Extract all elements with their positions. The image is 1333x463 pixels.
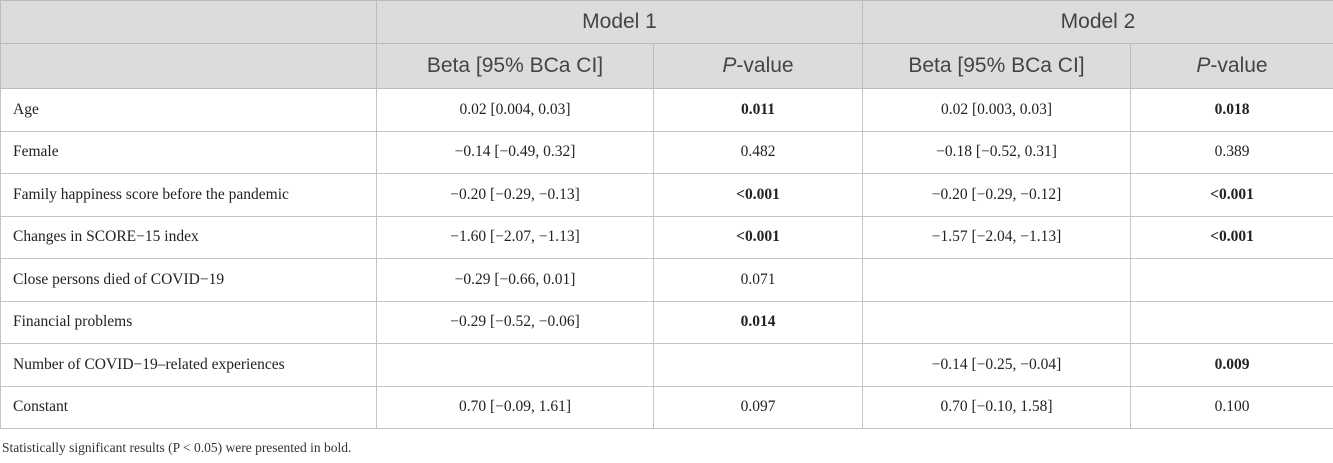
model-2-p-cell: <0.001 (1130, 173, 1333, 217)
model-2-p-cell (1130, 258, 1333, 302)
p-letter: P (722, 54, 737, 77)
model-1-p-cell: 0.011 (653, 88, 863, 132)
row-label: Age (0, 88, 377, 132)
model-1-beta-cell: −0.14 [−0.49, 0.32] (376, 130, 654, 174)
model-2-p-cell: 0.009 (1130, 343, 1333, 387)
model-1-p-cell: 0.482 (653, 130, 863, 174)
table-row: Financial problems −0.29 [−0.52, −0.06] 0.… (0, 300, 1333, 344)
model-2-header: Model 2 (862, 0, 1333, 44)
model-2-beta-header: Beta [95% BCa CI] (862, 43, 1131, 89)
table-row: Number of COVID−19–related experiences −0… (0, 343, 1333, 387)
model-2-p-cell: 0.389 (1130, 130, 1333, 174)
model-2-beta-cell: −1.57 [−2.04, −1.13] (862, 215, 1131, 259)
model-2-p-cell (1130, 300, 1333, 344)
model-2-beta-cell: −0.20 [−0.29, −0.12] (862, 173, 1131, 217)
table-row: Changes in SCORE−15 index −1.60 [−2.07, −… (0, 215, 1333, 259)
model-1-beta-cell: −0.29 [−0.52, −0.06] (376, 300, 654, 344)
model-1-beta-cell: −1.60 [−2.07, −1.13] (376, 215, 654, 259)
row-label: Family happiness score before the pandem… (0, 173, 377, 217)
empty-variable-header (0, 43, 377, 89)
model-1-p-cell: 0.014 (653, 300, 863, 344)
p-suffix: -value (736, 54, 794, 77)
model-1-p-cell (653, 343, 863, 387)
table-footnote: Statistically significant results (P < 0… (2, 440, 352, 455)
model-1-beta-cell: 0.02 [0.004, 0.03] (376, 88, 654, 132)
table-row: Constant 0.70 [−0.09, 1.61] 0.097 0.70 [−0.… (0, 385, 1333, 429)
row-label: Female (0, 130, 377, 174)
model-2-beta-cell: −0.18 [−0.52, 0.31] (862, 130, 1131, 174)
model-2-beta-cell (862, 300, 1131, 344)
model-1-p-cell: <0.001 (653, 215, 863, 259)
model-2-beta-cell (862, 258, 1131, 302)
row-label: Changes in SCORE−15 index (0, 215, 377, 259)
table-row: Female −0.14 [−0.49, 0.32] 0.482 −0.18 [−0.… (0, 130, 1333, 174)
model-1-beta-header: Beta [95% BCa CI] (376, 43, 654, 89)
model-1-p-cell: 0.097 (653, 385, 863, 429)
model-1-beta-cell: −0.29 [−0.66, 0.01] (376, 258, 654, 302)
model-1-p-cell: <0.001 (653, 173, 863, 217)
row-label: Constant (0, 385, 377, 429)
p-suffix: -value (1210, 54, 1268, 77)
table-row: Close persons died of COVID−19 −0.29 [−0.… (0, 258, 1333, 302)
row-label: Number of COVID−19–related experiences (0, 343, 377, 387)
table-row: Family happiness score before the pandem… (0, 173, 1333, 217)
model-2-beta-cell: 0.02 [0.003, 0.03] (862, 88, 1131, 132)
model-2-p-cell: 0.100 (1130, 385, 1333, 429)
model-1-beta-cell: 0.70 [−0.09, 1.61] (376, 385, 654, 429)
model-2-p-header: P-value (1130, 43, 1333, 89)
model-2-p-cell: <0.001 (1130, 215, 1333, 259)
row-label: Financial problems (0, 300, 377, 344)
model-header-row: Model 1 Model 2 (0, 0, 1333, 44)
model-1-beta-cell (376, 343, 654, 387)
model-1-p-header: P-value (653, 43, 863, 89)
model-1-beta-cell: −0.20 [−0.29, −0.13] (376, 173, 654, 217)
model-2-beta-cell: 0.70 [−0.10, 1.58] (862, 385, 1131, 429)
model-2-beta-cell: −0.14 [−0.25, −0.04] (862, 343, 1131, 387)
regression-table: Model 1 Model 2 Beta [95% BCa CI] P-valu… (0, 0, 1333, 429)
model-1-p-cell: 0.071 (653, 258, 863, 302)
table-body: Age 0.02 [0.004, 0.03] 0.011 0.02 [0.003, 0… (0, 88, 1333, 429)
p-letter: P (1196, 54, 1211, 77)
model-2-p-cell: 0.018 (1130, 88, 1333, 132)
table-row: Age 0.02 [0.004, 0.03] 0.011 0.02 [0.003, 0… (0, 88, 1333, 132)
model-1-header: Model 1 (376, 0, 863, 44)
column-header-row: Beta [95% BCa CI] P-value Beta [95% BCa … (0, 43, 1333, 89)
row-label: Close persons died of COVID−19 (0, 258, 377, 302)
empty-corner-header (0, 0, 377, 44)
